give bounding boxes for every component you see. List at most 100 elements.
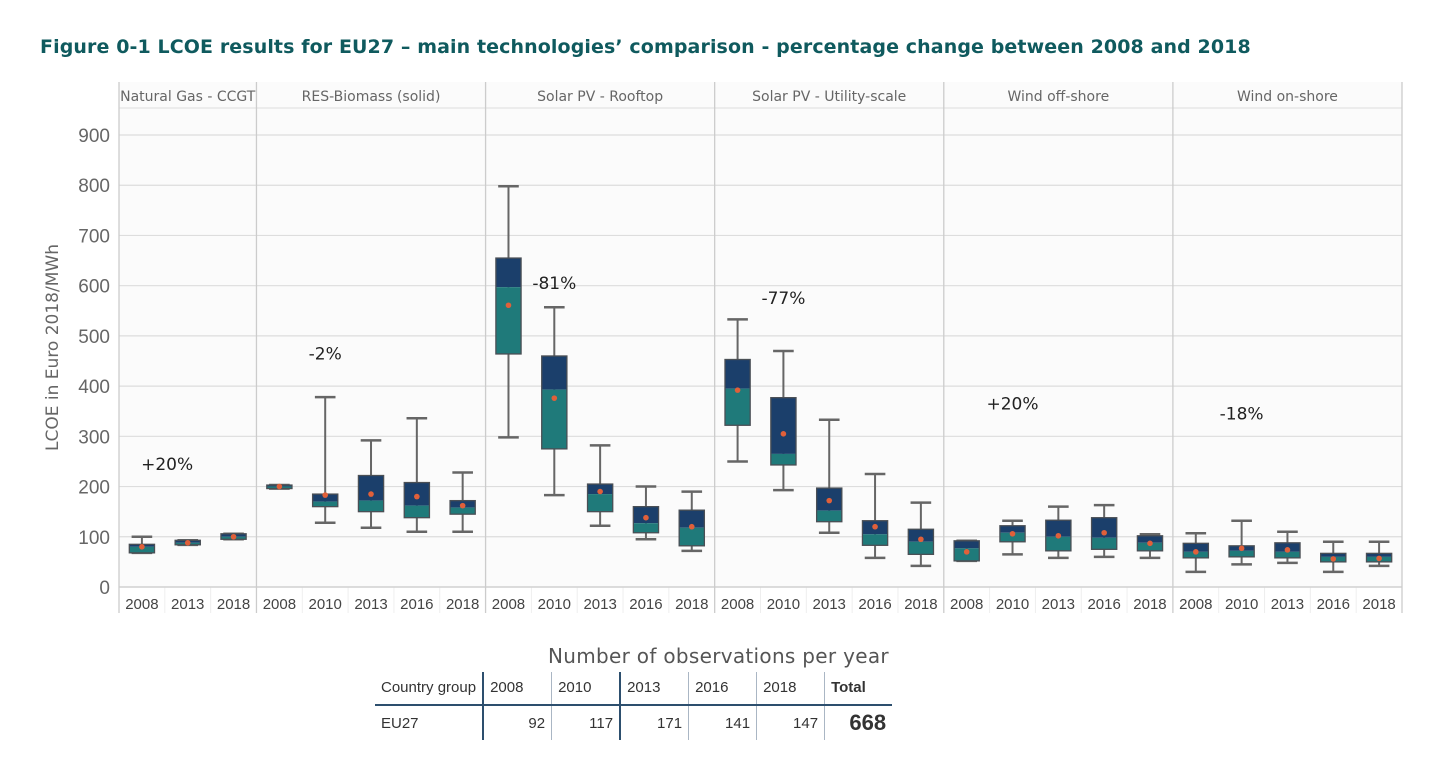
x-tick-label: 2016	[1317, 596, 1350, 613]
box-outline	[770, 397, 797, 466]
x-tick-label: 2016	[629, 596, 662, 613]
box-lower	[587, 494, 613, 512]
box-upper	[1137, 535, 1163, 543]
x-tick-label: 2016	[400, 596, 433, 613]
x-tick-label: 2013	[1042, 596, 1075, 613]
mean-marker	[551, 395, 558, 401]
observations-table-title: Number of observations per year	[548, 644, 889, 668]
box-outline	[586, 483, 614, 513]
header-2016: 2016	[688, 672, 757, 706]
box-lower	[1091, 537, 1117, 550]
box-outline	[541, 355, 568, 450]
y-tick-label: 500	[78, 327, 110, 348]
cell-2008: 92	[482, 705, 552, 740]
box-outline	[1136, 535, 1164, 552]
change-label: -81%	[532, 274, 576, 294]
cell-2016: 141	[688, 705, 757, 740]
y-tick-label: 700	[78, 226, 110, 247]
box-upper	[724, 359, 751, 389]
observations-table: Country group 2008 2010 2013 2016 2018 T…	[375, 672, 893, 740]
box-upper	[770, 397, 797, 454]
mean-marker	[1330, 556, 1337, 562]
mean-marker	[1147, 540, 1153, 547]
panel-title: Natural Gas - CCGT	[120, 89, 256, 105]
box-lower	[724, 388, 751, 426]
change-label: +20%	[141, 455, 193, 475]
y-tick-label: 900	[78, 126, 110, 147]
cell-2013: 171	[619, 705, 689, 740]
x-tick-label: 2018	[1133, 596, 1166, 613]
x-tick-label: 2013	[354, 596, 387, 613]
mean-marker	[322, 492, 328, 498]
box-outline	[1090, 517, 1118, 550]
header-total: Total	[824, 672, 893, 706]
mean-marker	[826, 497, 833, 504]
mean-marker	[872, 523, 878, 530]
y-tick-label: 200	[78, 478, 110, 499]
y-axis-label: LCOE in Euro 2018/MWh	[43, 244, 63, 451]
box-outline	[403, 481, 431, 519]
y-tick-label: 400	[78, 377, 110, 398]
cell-2010: 117	[551, 705, 621, 740]
box-outline	[815, 487, 843, 523]
box-upper	[1320, 553, 1346, 557]
box-outline	[678, 509, 706, 547]
box-lower	[633, 523, 659, 533]
y-tick-label: 100	[78, 528, 110, 549]
x-tick-label: 2013	[1271, 596, 1304, 613]
cell-group: EU27	[381, 714, 419, 732]
mean-marker	[597, 488, 603, 495]
mean-marker	[1101, 529, 1107, 536]
box-upper	[1366, 553, 1392, 557]
mean-marker	[688, 523, 695, 530]
header-2018: 2018	[756, 672, 825, 706]
box-outline	[999, 525, 1026, 543]
mean-marker	[139, 544, 145, 550]
x-tick-label: 2013	[813, 596, 846, 613]
box-lower	[816, 510, 842, 522]
change-label: -18%	[1220, 405, 1264, 425]
mean-marker	[276, 483, 283, 490]
panel-title: Solar PV - Utility-scale	[752, 89, 906, 105]
mean-marker	[459, 502, 466, 509]
change-label: -2%	[309, 344, 342, 364]
panel-title: Wind off-shore	[1007, 89, 1109, 105]
box-lower	[999, 532, 1026, 542]
x-tick-label: 2013	[583, 596, 616, 613]
plot-background	[119, 82, 1402, 587]
mean-marker	[1009, 530, 1016, 537]
mean-marker	[505, 302, 512, 309]
figure-title: Figure 0-1 LCOE results for EU27 – main …	[40, 36, 1251, 58]
observations-table-header-row: Country group 2008 2010 2013 2016 2018 T…	[375, 672, 893, 706]
box-outline	[1274, 542, 1301, 559]
header-country-group: Country group	[375, 672, 484, 706]
y-tick-label: 600	[78, 277, 110, 298]
x-tick-label: 2016	[858, 596, 891, 613]
box-lower	[679, 527, 705, 546]
box-lower	[1229, 550, 1255, 557]
box-lower	[1183, 551, 1209, 558]
box-outline	[1320, 552, 1347, 563]
cell-total: 668	[824, 705, 893, 740]
mean-marker	[643, 514, 649, 521]
cell-2018: 147	[756, 705, 825, 740]
box-outline	[495, 257, 522, 355]
box-outline	[953, 540, 980, 562]
header-2013: 2013	[619, 672, 689, 706]
mean-marker	[1376, 555, 1382, 562]
box-upper	[541, 355, 567, 390]
panel-title: Solar PV - Rooftop	[537, 89, 663, 105]
box-outline	[1365, 552, 1393, 563]
mean-marker	[1284, 547, 1291, 553]
box-lower	[908, 541, 934, 555]
box-upper	[954, 540, 980, 549]
y-tick-label: 0	[99, 578, 110, 599]
mean-marker	[780, 431, 787, 437]
box-upper	[999, 525, 1026, 533]
y-tick-label: 800	[78, 176, 110, 197]
box-lower	[1045, 536, 1071, 551]
box-lower	[450, 507, 476, 515]
mean-marker	[1193, 549, 1199, 555]
panel-title: Wind on-shore	[1237, 89, 1338, 105]
mean-marker	[368, 491, 374, 497]
